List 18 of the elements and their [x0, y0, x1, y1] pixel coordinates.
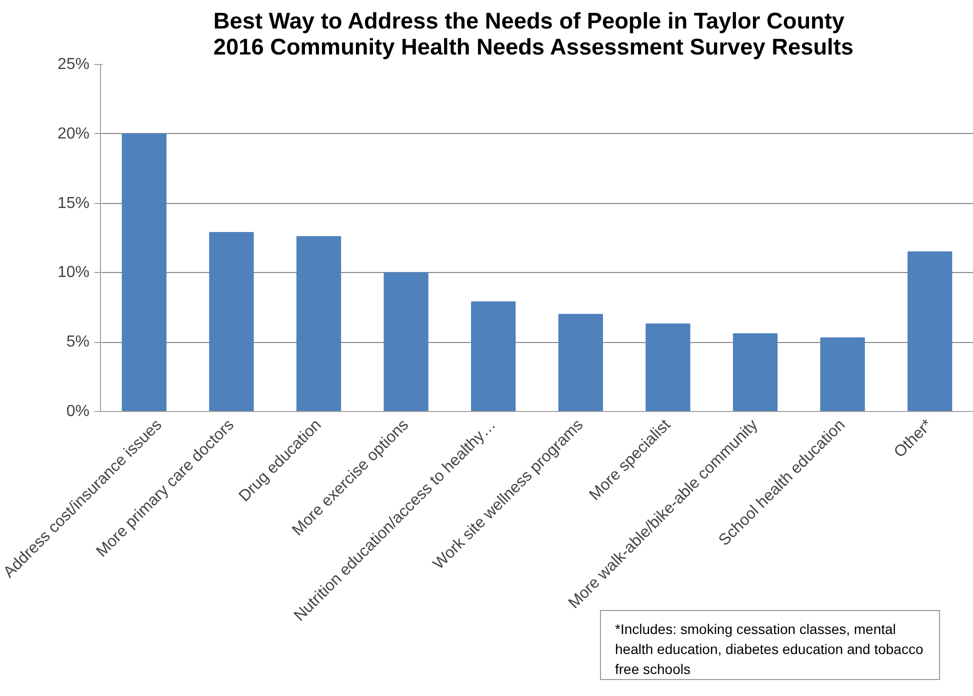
bar	[209, 232, 254, 412]
text: *Includes: smoking cessation classes, mental health education, diabetes education and tobacco free schools	[615, 620, 924, 679]
bar	[908, 251, 952, 412]
bar	[646, 324, 690, 412]
y-tick-label: 20%	[57, 125, 90, 142]
bar	[296, 236, 342, 412]
y-tick-label: 0%	[66, 403, 90, 420]
bar	[384, 272, 428, 412]
y-tick-label: 10%	[57, 264, 90, 282]
y-tick-label: 5%	[66, 334, 90, 351]
bar	[820, 337, 865, 412]
bar	[122, 133, 166, 412]
y-tick-label: 25%	[57, 56, 90, 73]
bar	[732, 333, 778, 412]
bar	[558, 314, 603, 412]
bar	[471, 301, 516, 412]
y-tick-label: 15%	[57, 194, 90, 212]
chart-title: Best Way to Address the Needs of People in Taylor County 2016 Community Health Needs Assessment Survey Results	[213, 8, 854, 60]
